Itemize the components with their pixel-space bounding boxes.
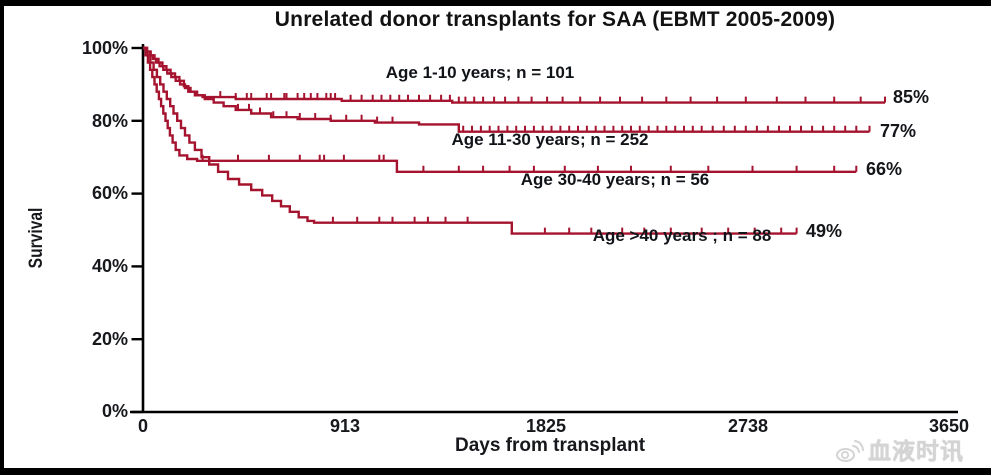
survival-curve-4 (143, 46, 797, 235)
frame-border-top (0, 0, 991, 6)
survival-curves (143, 46, 886, 235)
y-axis-tick-marks (131, 46, 143, 414)
x-tick-label-2738: 2738 (727, 416, 769, 436)
y-tick-label-40: 40% (91, 256, 128, 276)
censor-ticks-curve-2 (237, 103, 871, 132)
survival-curve-2 (143, 46, 870, 133)
curve-end-value-age-11-30: 77% (880, 121, 917, 141)
curve-end-value-age-30-40: 66% (866, 159, 903, 179)
frame-border-bottom (0, 468, 991, 475)
weibo-icon (836, 440, 864, 462)
chart-title: Unrelated donor transplants for SAA (EBM… (274, 8, 836, 31)
x-tick-label-3650: 3650 (928, 416, 970, 436)
y-tick-label-0: 0% (101, 401, 128, 421)
censor-ticks-curve-1 (219, 91, 886, 103)
curve-end-value-age-over-40: 49% (806, 221, 843, 241)
curve-end-value-age-1-10: 85% (893, 87, 930, 107)
curve-annotation-age-11-30: Age 11-30 years; n = 252 (451, 130, 649, 149)
y-tick-label-60: 60% (91, 183, 128, 203)
y-axis-title: Survival (26, 207, 47, 269)
y-tick-label-100: 100% (81, 38, 128, 58)
frame-border-left (0, 0, 4, 470)
censor-ticks-curve-4 (331, 216, 798, 234)
x-tick-label-913: 913 (329, 416, 361, 436)
y-tick-label-20: 20% (91, 329, 128, 349)
watermark: 血液时讯 (834, 436, 964, 466)
x-axis-title: Days from transplant (454, 435, 646, 456)
y-tick-label-80: 80% (91, 111, 128, 131)
x-tick-label-0: 0 (137, 416, 148, 436)
curve-annotation-age-over-40: Age >40 years ; n = 88 (592, 226, 772, 245)
survival-curve-3 (143, 46, 857, 173)
x-tick-label-1825: 1825 (525, 416, 567, 436)
curve-annotation-age-30-40: Age 30-40 years; n = 56 (520, 170, 710, 189)
watermark-text: 血液时讯 (868, 438, 964, 464)
curve-annotation-age-1-10: Age 1-10 years; n = 101 (385, 63, 575, 82)
